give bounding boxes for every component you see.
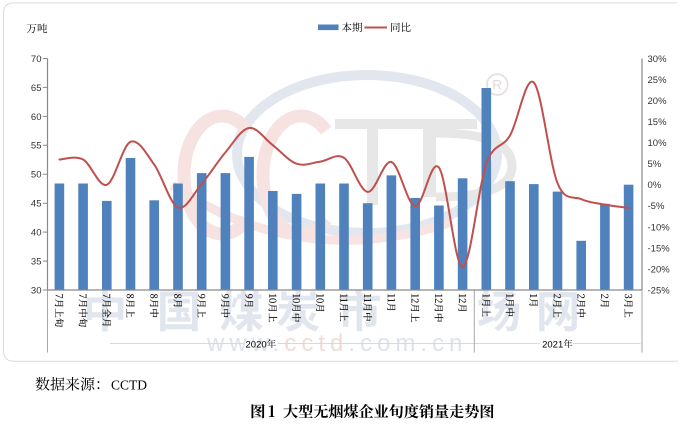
svg-text:60: 60 — [31, 112, 42, 123]
svg-text:-15%: -15% — [648, 243, 671, 254]
svg-text:30: 30 — [31, 285, 42, 296]
svg-text:50: 50 — [31, 170, 42, 181]
svg-text:20%: 20% — [648, 96, 668, 107]
svg-text:25%: 25% — [648, 75, 668, 86]
svg-text:-20%: -20% — [648, 264, 671, 275]
svg-text:65: 65 — [31, 83, 42, 94]
svg-text:45: 45 — [31, 199, 42, 210]
svg-text:5%: 5% — [648, 159, 662, 170]
svg-text:55: 55 — [31, 141, 42, 152]
svg-text:2020: 2020 — [246, 339, 267, 350]
svg-text:40: 40 — [31, 228, 42, 239]
svg-text:10%: 10% — [648, 138, 668, 149]
svg-text:0%: 0% — [648, 180, 662, 191]
svg-text:2021: 2021 — [542, 339, 563, 350]
svg-text:-25%: -25% — [648, 285, 671, 296]
svg-text:70: 70 — [31, 54, 42, 65]
svg-text:35: 35 — [31, 257, 42, 268]
svg-text:CCTD: CCTD — [111, 378, 147, 393]
svg-text:30%: 30% — [648, 54, 668, 65]
svg-text:-5%: -5% — [648, 201, 665, 212]
svg-text:15%: 15% — [648, 117, 668, 128]
svg-text:R: R — [492, 77, 502, 92]
svg-text:-10%: -10% — [648, 222, 671, 233]
